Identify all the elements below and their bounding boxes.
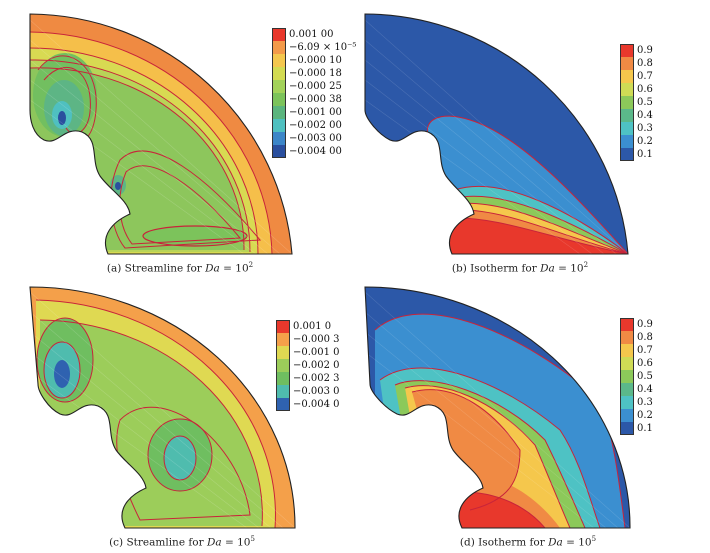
legend-frame xyxy=(620,44,634,161)
legend-d: 0.9 0.8 0.7 0.6 0.5 0.4 0.3 0.2 0.1 xyxy=(620,318,680,438)
legend-label: 0.7 xyxy=(637,70,653,82)
legend-label: 0.9 xyxy=(637,318,653,330)
legend-label: −0.004 00 xyxy=(289,145,342,157)
legend-label: 0.4 xyxy=(637,383,653,395)
legend-label: −0.000 38 xyxy=(289,93,342,105)
legend-frame xyxy=(620,318,634,435)
legend-label: −0.001 00 xyxy=(289,106,342,118)
legend-b: 0.9 0.8 0.7 0.6 0.5 0.4 0.3 0.2 0.1 xyxy=(620,44,680,164)
legend-a: 0.001 00 −6.09 × 10⁻⁵ −0.000 10 −0.000 18 −0… xyxy=(272,28,372,160)
caption-c: (c) Streamline for Da = 105 xyxy=(109,535,255,549)
legend-label: −0.002 0 xyxy=(293,359,340,371)
legend-label: −0.001 0 xyxy=(293,346,340,358)
legend-label: −0.000 18 xyxy=(289,67,342,79)
legend-label: 0.001 00 xyxy=(289,28,334,40)
legend-label: −0.003 0 xyxy=(293,385,340,397)
legend-label: 0.2 xyxy=(637,135,653,147)
legend-label: −6.09 × 10⁻⁵ xyxy=(289,41,357,53)
caption-b: (b) Isotherm for Da = 102 xyxy=(451,261,589,275)
caption-d: (d) Isotherm for Da = 105 xyxy=(459,535,597,549)
legend-label: 0.9 xyxy=(637,44,653,56)
legend-label: 0.001 0 xyxy=(293,320,332,332)
legend-label: −0.003 00 xyxy=(289,132,342,144)
legend-label: −0.004 0 xyxy=(293,398,340,410)
legend-label: 0.3 xyxy=(637,122,653,134)
legend-label: −0.002 00 xyxy=(289,119,342,131)
legend-label: 0.6 xyxy=(637,357,653,369)
legend-label: 0.2 xyxy=(637,409,653,421)
caption-a: (a) Streamline for Da = 102 xyxy=(106,261,254,275)
legend-label: −0.002 3 xyxy=(293,372,340,384)
legend-label: 0.3 xyxy=(637,396,653,408)
legend-label: 0.7 xyxy=(637,344,653,356)
legend-label: 0.6 xyxy=(637,83,653,95)
legend-label: 0.5 xyxy=(637,96,653,108)
legend-label: −0.000 10 xyxy=(289,54,342,66)
legend-label: −0.000 3 xyxy=(293,333,340,345)
legend-label: −0.000 25 xyxy=(289,80,342,92)
legend-label: 0.1 xyxy=(637,422,653,434)
legend-label: 0.5 xyxy=(637,370,653,382)
legend-label: 0.8 xyxy=(637,57,653,69)
legend-c: 0.001 0 −0.000 3 −0.001 0 −0.002 0 −0.002 3−… xyxy=(276,320,366,412)
legend-label: 0.8 xyxy=(637,331,653,343)
legend-label: 0.1 xyxy=(637,148,653,160)
legend-label: 0.4 xyxy=(637,109,653,121)
legend-frame xyxy=(276,320,290,411)
legend-frame xyxy=(272,28,286,158)
